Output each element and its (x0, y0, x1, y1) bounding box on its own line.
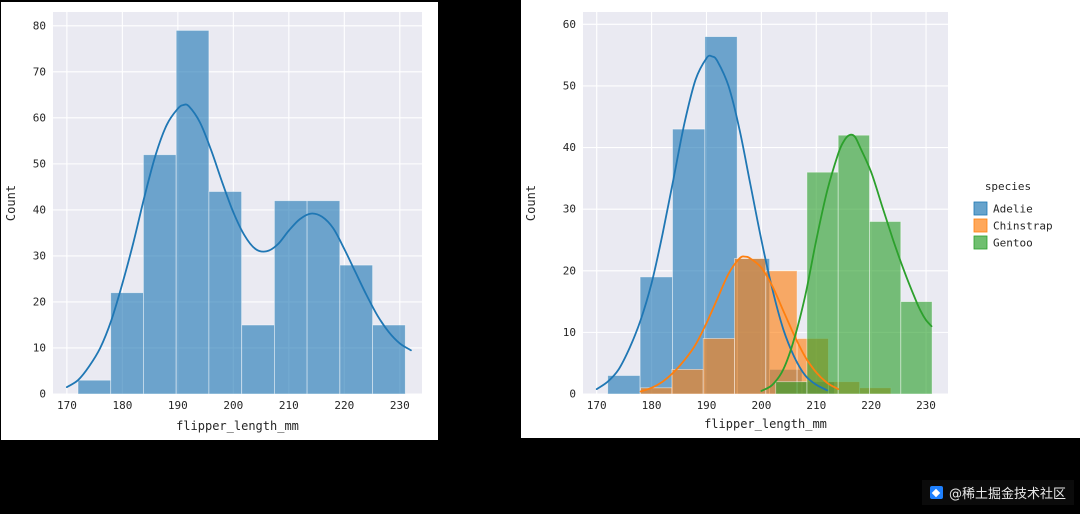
x-tick-label: 220 (334, 399, 354, 412)
y-tick-label: 10 (563, 326, 576, 339)
x-axis-label: flipper_length_mm (704, 417, 827, 431)
x-axis-label: flipper_length_mm (176, 419, 299, 433)
histogram-bar (639, 276, 673, 395)
histogram-bar (806, 171, 839, 395)
y-tick-label: 30 (33, 249, 46, 262)
legend-swatch-Chinstrap (973, 218, 988, 233)
histogram-bar (837, 134, 870, 395)
y-tick-label: 60 (33, 111, 46, 124)
histogram-bar (142, 154, 177, 395)
y-tick-label: 40 (563, 141, 576, 154)
left-histogram-figure: 170 180 190 200 210 220 230 0 10 20 30 40 50 60 70 80 fl… (1, 2, 438, 440)
y-tick-label: 20 (563, 264, 576, 277)
legend-title: species (985, 180, 1031, 193)
x-tick-label: 180 (112, 399, 132, 412)
legend-swatch-Adelie (973, 201, 988, 216)
x-tick-label: 190 (168, 399, 188, 412)
x-tick-label: 180 (642, 399, 662, 412)
watermark-text: @稀土掘金技术社区 (948, 487, 1066, 502)
kde-line-flipper_length_mm (65, 103, 412, 388)
kde-line-Chinstrap (639, 255, 840, 393)
legend-label-Chinstrap: Chinstrap (993, 220, 1053, 233)
y-tick-label: 60 (563, 18, 576, 31)
watermark: @稀土掘金技术社区 (921, 480, 1074, 505)
y-tick-label: 20 (33, 296, 46, 309)
x-tick-label: 210 (806, 399, 826, 412)
legend-label-Adelie: Adelie (993, 203, 1033, 216)
y-tick-label: 50 (33, 157, 46, 170)
right-histogram-figure: 170 180 190 200 210 220 230 0 10 20 30 40 50 60 flippe… (521, 0, 1080, 438)
histogram-bar (671, 368, 704, 395)
y-tick-label: 40 (33, 203, 46, 216)
x-tick-label: 190 (697, 399, 717, 412)
histogram-bar (306, 200, 341, 395)
juejin-logo-icon (929, 486, 943, 499)
x-tick-label: 230 (390, 399, 410, 412)
flipper-length-histogram-chart: 170 180 190 200 210 220 230 0 10 20 30 40 50 60 70 80 fl… (4, 12, 422, 433)
y-axis-label: Count (4, 185, 18, 221)
histogram-bar (372, 324, 406, 395)
histogram-bar (241, 324, 275, 395)
histogram-bar (702, 338, 735, 395)
legend: species Adelie Chinstrap Gentoo (973, 180, 1053, 250)
x-tick-label: 170 (587, 399, 607, 412)
histogram-bar (672, 128, 706, 395)
histogram-bar (734, 258, 767, 395)
y-tick-label: 70 (33, 65, 46, 78)
histogram-bar (110, 292, 144, 395)
legend-swatch-Gentoo (973, 235, 988, 250)
y-tick-label: 80 (33, 19, 46, 32)
x-tick-label: 210 (279, 399, 299, 412)
x-tick-label: 230 (916, 399, 936, 412)
histogram-bar (77, 379, 112, 395)
histogram-bar (900, 301, 933, 395)
histogram-bar (775, 381, 808, 395)
kde-line-Adelie (595, 54, 829, 392)
histogram-bars-Gentoo (775, 134, 933, 395)
y-tick-label: 50 (563, 79, 576, 92)
y-tick-label: 30 (563, 203, 576, 216)
histogram-bar (273, 200, 308, 395)
histogram-bar (339, 264, 373, 395)
x-tick-label: 220 (861, 399, 881, 412)
y-tick-label: 0 (39, 388, 46, 401)
kde-line-Gentoo (760, 133, 933, 392)
flipper-length-by-species-histogram-chart: 170 180 190 200 210 220 230 0 10 20 30 40 50 60 flippe… (524, 12, 1053, 431)
histogram-bars-flipper_length_mm (77, 29, 406, 395)
y-axis-label: Count (524, 185, 538, 221)
x-tick-label: 200 (223, 399, 243, 412)
x-tick-label: 200 (751, 399, 771, 412)
legend-label-Gentoo: Gentoo (993, 237, 1033, 250)
x-tick-label: 170 (57, 399, 77, 412)
histogram-bar (175, 29, 210, 395)
histogram-bar (869, 221, 902, 395)
y-tick-label: 10 (33, 342, 46, 355)
y-tick-label: 0 (569, 388, 576, 401)
